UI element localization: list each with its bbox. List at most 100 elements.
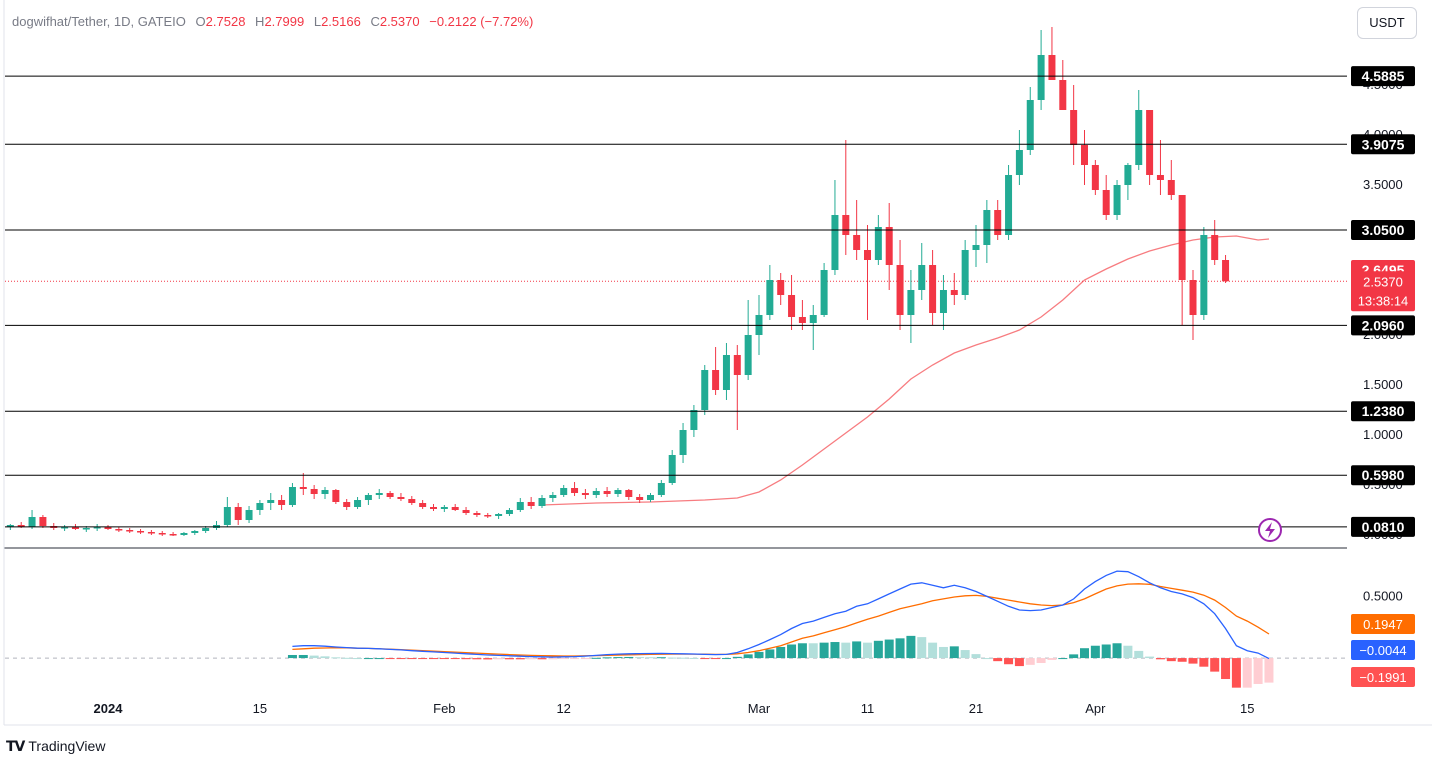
time-axis-label: 21	[969, 701, 983, 716]
candle-body	[82, 528, 90, 530]
macd-histogram-bar	[711, 658, 721, 660]
candles	[6, 27, 1230, 536]
low-label: L	[313, 14, 322, 29]
candle-body	[950, 290, 958, 295]
candle-body	[777, 280, 785, 295]
candle-body	[603, 491, 611, 494]
macd-histogram-bar	[1199, 658, 1209, 667]
macd-histogram-bar	[721, 658, 731, 660]
candle-body	[39, 517, 47, 526]
candle-body	[831, 215, 839, 270]
candle-body	[1059, 80, 1067, 110]
macd-tick-label: 0.5000	[1363, 588, 1403, 603]
macd-histogram-bar	[429, 658, 438, 660]
horizontal-levels[interactable]	[5, 75, 1347, 528]
change-value: −0.2122 (−7.72%)	[429, 14, 534, 29]
signal-value-label: 0.1947	[1363, 617, 1403, 632]
macd-histogram-bar	[504, 658, 514, 660]
level-price-label: 4.5885	[1362, 68, 1405, 84]
candle-body	[1005, 175, 1013, 235]
candle-body	[495, 514, 503, 516]
macd-histogram-bar	[320, 656, 330, 659]
candle-body	[6, 525, 14, 527]
macd-histogram-bar	[624, 656, 634, 659]
macd-histogram-bar	[1123, 645, 1133, 659]
time-axis-label: Apr	[1085, 701, 1106, 716]
candle-body	[505, 510, 513, 514]
candle-body	[788, 295, 796, 317]
candle-body	[137, 531, 145, 533]
candle-body	[1135, 110, 1143, 165]
time-axis-label: 12	[556, 701, 570, 716]
macd-histogram-bar	[591, 657, 601, 659]
level-price-label: 0.0810	[1362, 519, 1405, 535]
candle-body	[1200, 235, 1208, 315]
candle-body	[538, 498, 546, 506]
candle-body	[668, 455, 676, 483]
tradingview-brand[interactable]: TV TradingView	[6, 738, 105, 755]
macd-histogram-bar	[483, 658, 493, 660]
macd-histogram-bar	[808, 643, 818, 659]
currency-button[interactable]: USDT	[1357, 7, 1417, 39]
macd-histogram-bar	[374, 658, 384, 660]
candle-body	[234, 507, 242, 520]
candle-body	[1124, 165, 1132, 185]
macd-histogram-bar	[787, 644, 797, 659]
candle-body	[1026, 100, 1034, 150]
candle-body	[71, 527, 79, 529]
price-labels: 4.5885 3.9075 3.0500 2.0960 1.2380 0.5980 0.08…	[1351, 66, 1415, 687]
candle-body	[1222, 260, 1230, 282]
candle-body	[245, 510, 253, 520]
candle-body	[408, 499, 416, 503]
signal-line	[292, 583, 1270, 657]
candle-body	[592, 491, 600, 495]
candle-body	[1146, 110, 1154, 175]
candle-body	[733, 355, 741, 375]
candle-body	[571, 488, 579, 493]
time-axis-label: Mar	[748, 701, 771, 716]
candle-body	[223, 507, 231, 525]
time-axis-label: 11	[861, 701, 875, 716]
macd-histogram-bar	[884, 639, 894, 659]
candle-body	[169, 534, 177, 536]
macd-histogram-bar	[613, 657, 623, 659]
level-price-label-bg	[1351, 134, 1415, 155]
candle-body	[397, 497, 405, 499]
candle-body	[419, 503, 427, 507]
signal-value-label-bg	[1351, 614, 1415, 634]
level-price-label-bg	[1351, 220, 1415, 240]
candle-body	[451, 507, 459, 510]
level-price-label: 1.2380	[1362, 403, 1405, 419]
macd-histogram-bar	[841, 642, 851, 659]
symbol-title[interactable]: dogwifhat/Tether, 1D, GATEIO	[12, 14, 186, 29]
time-axis-label: 2024	[94, 701, 124, 716]
candle-body	[972, 245, 980, 250]
candle-body	[581, 493, 589, 495]
level-price-label-bg	[1351, 465, 1415, 486]
candle-body	[939, 290, 947, 313]
macd-histogram-bar	[407, 658, 417, 660]
macd-histogram-bar	[754, 651, 764, 659]
macd-histogram-bar	[1090, 645, 1100, 659]
macd-histogram-bar	[353, 658, 363, 660]
macd-histogram-bar	[732, 656, 742, 659]
candle-body	[332, 490, 340, 502]
macd-histogram-bar	[439, 658, 449, 660]
candle-body	[267, 500, 275, 503]
candle-body	[288, 487, 296, 505]
candle-body	[961, 250, 969, 295]
high-value: 2.7999	[264, 14, 305, 29]
price-tick-label: 1.5000	[1363, 377, 1403, 392]
macd-histogram-bar	[418, 658, 428, 660]
candle-body	[158, 533, 166, 535]
candle-body	[647, 495, 654, 500]
macd-histogram-bar	[570, 658, 580, 660]
candle-body	[636, 497, 644, 500]
candle-body	[17, 525, 25, 527]
candle-body	[104, 527, 112, 529]
candle-body	[430, 507, 437, 509]
legend-header: dogwifhat/Tether, 1D, GATEIO O2.7528 H2.…	[12, 14, 533, 29]
alert-icon[interactable]	[1258, 518, 1282, 542]
time-axis-label: 15	[253, 701, 267, 716]
